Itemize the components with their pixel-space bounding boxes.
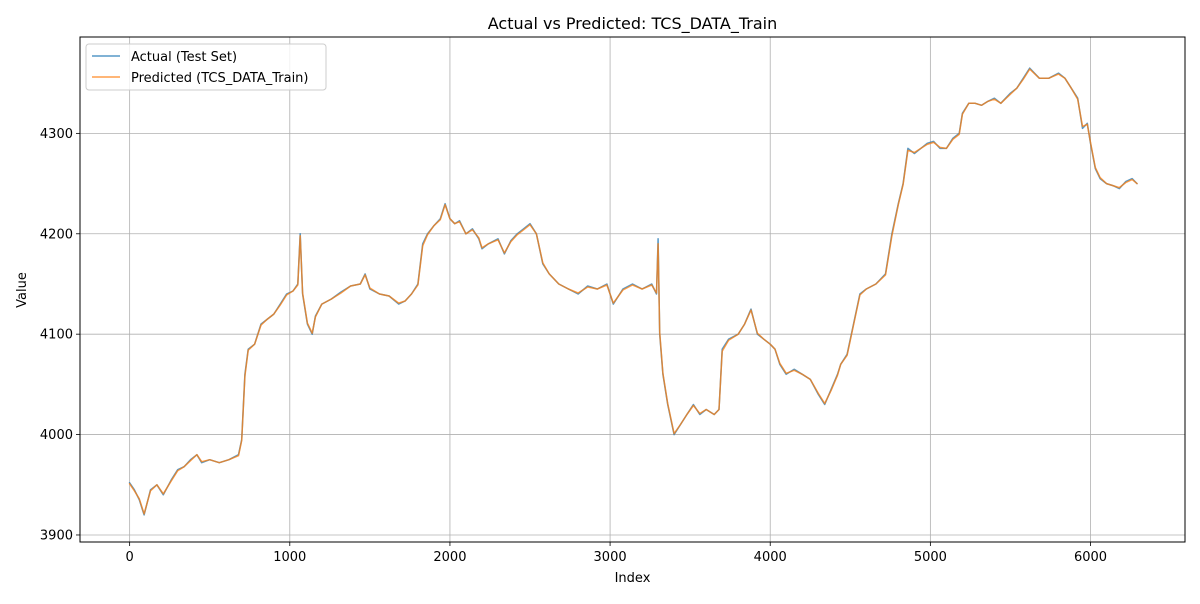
y-tick-label: 4000 xyxy=(40,428,73,443)
legend-label-actual: Actual (Test Set) xyxy=(131,50,237,65)
x-tick-label: 3000 xyxy=(594,550,627,565)
legend: Actual (Test Set) Predicted (TCS_DATA_Tr… xyxy=(85,43,327,91)
series-line-actual xyxy=(128,67,1138,516)
x-tick-label: 1000 xyxy=(273,550,306,565)
legend-label-predicted: Predicted (TCS_DATA_Train) xyxy=(131,71,309,86)
x-tick-label: 5000 xyxy=(914,550,947,565)
x-axis-label: Index xyxy=(615,571,651,586)
x-tick-label: 4000 xyxy=(754,550,787,565)
tick-layer: 0 1000 2000 3000 4000 5000 6000 3900 4000 4100 420… xyxy=(40,127,1107,565)
x-tick-label: 6000 xyxy=(1074,550,1107,565)
legend-box xyxy=(85,43,327,91)
y-tick-label: 4100 xyxy=(40,328,73,343)
y-axis-label: Value xyxy=(15,272,30,308)
x-tick-label: 0 xyxy=(126,550,134,565)
y-tick-label: 3900 xyxy=(40,528,73,543)
series-layer xyxy=(128,67,1138,516)
x-tick-label: 2000 xyxy=(433,550,466,565)
grid-layer xyxy=(80,37,1185,542)
plot-frame xyxy=(79,36,1186,543)
chart-title: Actual vs Predicted: TCS_DATA_Train xyxy=(488,14,777,34)
y-tick-label: 4200 xyxy=(40,227,73,242)
y-tick-label: 4300 xyxy=(40,127,73,142)
series-line-predicted xyxy=(128,68,1138,515)
